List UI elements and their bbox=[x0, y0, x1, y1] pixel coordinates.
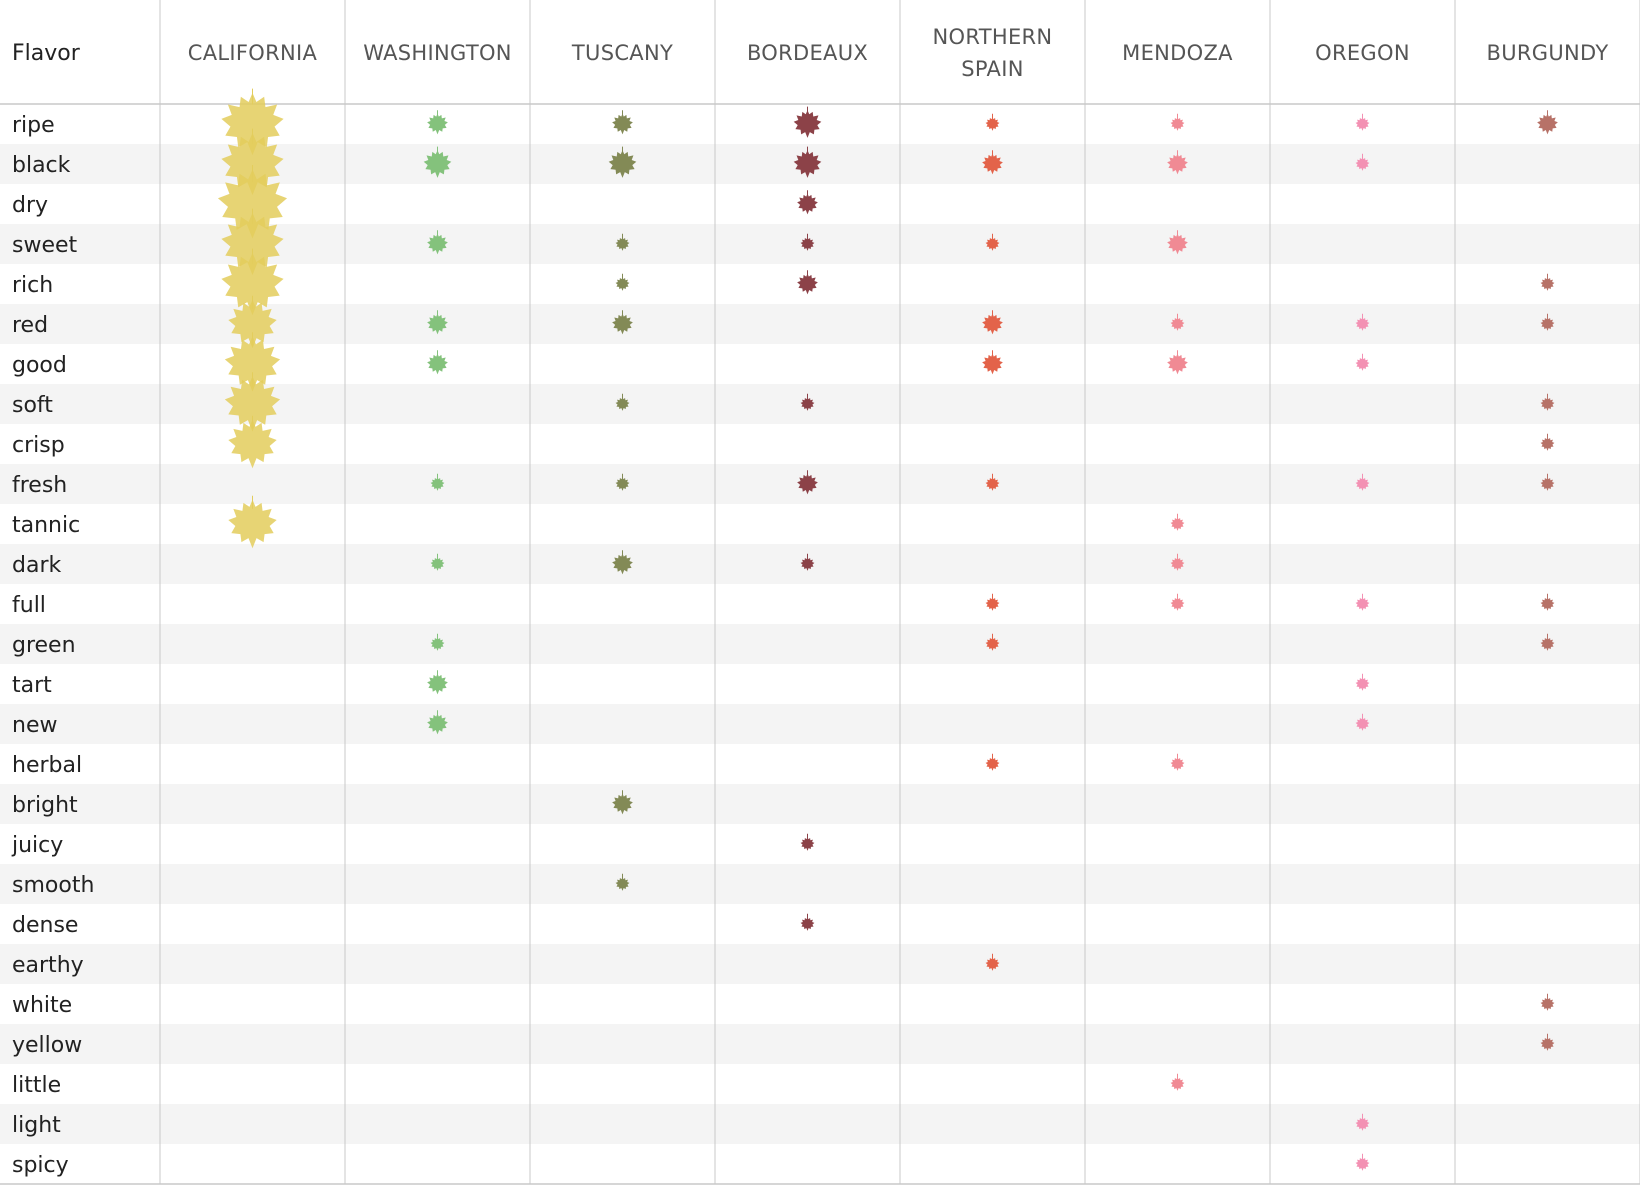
column-header-california: CALIFORNIA bbox=[188, 41, 318, 65]
column-header-northern_spain: NORTHERN bbox=[933, 25, 1053, 49]
column-header-mendoza: MENDOZA bbox=[1122, 41, 1233, 65]
row-label-new: new bbox=[12, 713, 57, 738]
row-label-bright: bright bbox=[12, 793, 78, 818]
row-stripe bbox=[0, 544, 1640, 584]
column-headers: Flavor CALIFORNIA WASHINGTON TUSCANY BORDEAU… bbox=[12, 25, 1608, 81]
column-header-northern_spain: SPAIN bbox=[961, 57, 1023, 81]
row-label-full: full bbox=[12, 593, 46, 618]
row-stripe bbox=[0, 624, 1640, 664]
row-label-yellow: yellow bbox=[12, 1033, 82, 1058]
row-stripe bbox=[0, 864, 1640, 904]
row-label-smooth: smooth bbox=[12, 873, 94, 898]
row-label-tart: tart bbox=[12, 673, 52, 698]
row-label-juicy: juicy bbox=[11, 833, 63, 858]
row-stripe bbox=[0, 784, 1640, 824]
row-stripe bbox=[0, 704, 1640, 744]
column-header-bordeaux: BORDEAUX bbox=[747, 41, 868, 65]
row-label-red: red bbox=[12, 313, 48, 338]
row-label-earthy: earthy bbox=[12, 953, 84, 978]
row-label-fresh: fresh bbox=[12, 473, 67, 498]
column-header-washington: WASHINGTON bbox=[363, 41, 512, 65]
row-stripe bbox=[0, 1104, 1640, 1144]
row-label-herbal: herbal bbox=[12, 753, 82, 778]
column-header-burgundy: BURGUNDY bbox=[1487, 41, 1609, 65]
row-label-light: light bbox=[12, 1113, 61, 1138]
row-label-tannic: tannic bbox=[12, 513, 80, 538]
row-stripes bbox=[0, 144, 1640, 1144]
row-label-spicy: spicy bbox=[12, 1153, 69, 1178]
column-header-tuscany: TUSCANY bbox=[571, 41, 673, 65]
flavor-header: Flavor bbox=[12, 41, 81, 66]
row-label-dense: dense bbox=[12, 913, 78, 938]
row-label-dry: dry bbox=[12, 193, 48, 218]
leaf-marks bbox=[217, 88, 1558, 1171]
row-label-black: black bbox=[12, 153, 71, 178]
row-label-white: white bbox=[12, 993, 72, 1018]
row-label-good: good bbox=[12, 353, 67, 378]
row-label-ripe: ripe bbox=[12, 113, 55, 138]
row-stripe bbox=[0, 1024, 1640, 1064]
row-label-soft: soft bbox=[12, 393, 53, 418]
row-label-little: little bbox=[12, 1073, 61, 1098]
row-stripe bbox=[0, 944, 1640, 984]
row-label-sweet: sweet bbox=[12, 233, 78, 258]
row-label-rich: rich bbox=[12, 273, 53, 298]
row-label-crisp: crisp bbox=[12, 433, 65, 458]
column-header-oregon: OREGON bbox=[1315, 41, 1410, 65]
row-labels: ripe black dry sweet rich red good soft crisp fre… bbox=[11, 113, 94, 1178]
row-stripe bbox=[0, 464, 1640, 504]
row-label-dark: dark bbox=[12, 553, 61, 578]
row-label-green: green bbox=[12, 633, 76, 658]
